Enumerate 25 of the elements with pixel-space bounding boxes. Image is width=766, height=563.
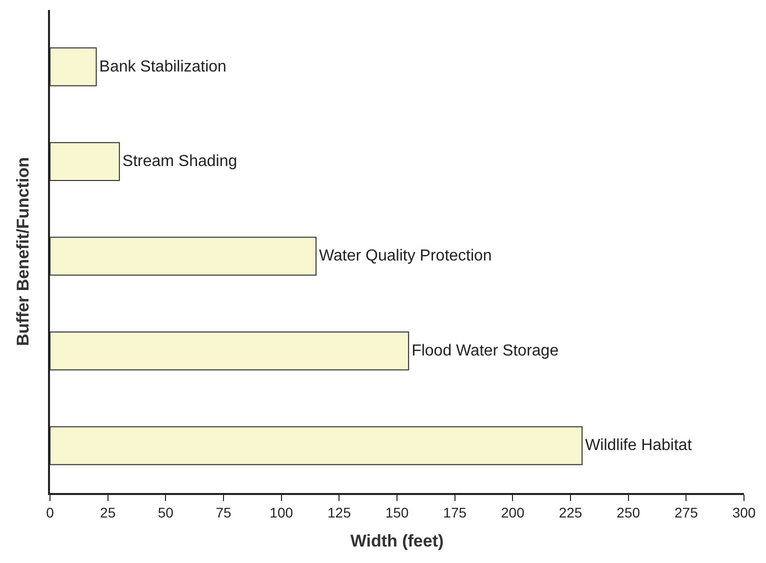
x-tick-label: 250	[616, 504, 640, 521]
y-tick-label: Flood Water Storage	[412, 342, 559, 360]
y-tick-label: Bank Stabilization	[99, 58, 226, 76]
x-tick-label: 100	[270, 504, 294, 521]
x-tick-label: 175	[443, 504, 467, 521]
bar	[50, 426, 583, 466]
x-tick-label: 25	[100, 504, 116, 521]
x-tick-label: 200	[500, 504, 525, 521]
bar	[50, 236, 317, 276]
y-tick-label: Wildlife Habitat	[585, 437, 692, 454]
x-tick-label: 150	[385, 504, 409, 521]
x-tick-label: 275	[674, 504, 698, 521]
x-tick-label: 75	[216, 504, 232, 521]
x-axis-title: Width (feet)	[350, 531, 444, 550]
x-tick-label: 50	[158, 504, 174, 521]
y-tick-label: Water Quality Protection	[319, 248, 492, 265]
y-tick-label: Stream Shading	[122, 153, 238, 170]
x-tick-label: 225	[558, 504, 582, 521]
x-tick-label: 300	[732, 504, 756, 521]
bar	[50, 47, 97, 86]
bar	[50, 142, 120, 181]
bar	[50, 332, 410, 370]
y-axis-title: Buffer Benefit/Function	[13, 157, 32, 346]
x-tick-label: 125	[327, 504, 352, 521]
x-tick-label: 0	[46, 504, 54, 521]
